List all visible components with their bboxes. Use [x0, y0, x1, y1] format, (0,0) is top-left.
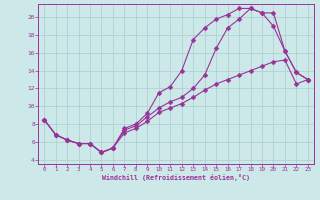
X-axis label: Windchill (Refroidissement éolien,°C): Windchill (Refroidissement éolien,°C)	[102, 174, 250, 181]
